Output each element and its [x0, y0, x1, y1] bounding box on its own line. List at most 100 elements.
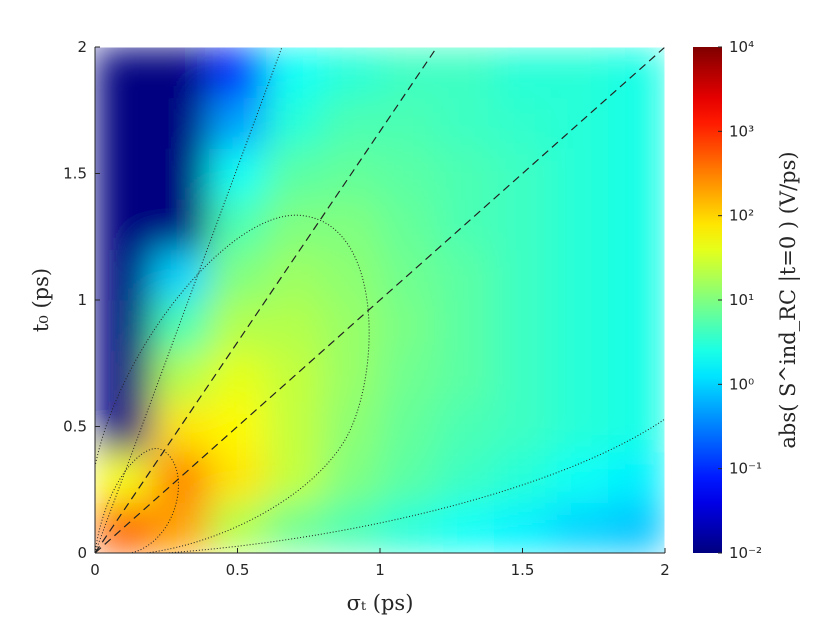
- y-tick-label: 0: [77, 544, 87, 562]
- heat-cell: [380, 300, 438, 352]
- heat-cell: [209, 97, 267, 149]
- dotted-contour: [95, 448, 179, 553]
- heat-cell: [551, 148, 609, 200]
- dashed-line: [95, 47, 438, 553]
- x-tick-label: 1.5: [511, 561, 535, 579]
- heat-cell: [494, 350, 552, 402]
- heat-cell: [95, 401, 153, 453]
- heat-cell: [266, 148, 324, 200]
- heat-cell: [209, 198, 267, 250]
- heat-cell: [266, 47, 324, 99]
- heat-cell: [266, 502, 324, 553]
- colorbar-tick-label: 10⁰: [729, 375, 754, 393]
- y-tick-label: 1.5: [63, 165, 87, 183]
- heat-cell: [209, 148, 267, 200]
- heat-cell: [380, 198, 438, 250]
- heat-cell: [323, 249, 381, 301]
- heat-cell: [380, 401, 438, 453]
- heat-cell: [608, 451, 665, 503]
- heat-cell: [152, 97, 210, 149]
- heat-cell: [209, 401, 267, 453]
- heat-cell: [95, 350, 153, 402]
- heat-cell: [380, 97, 438, 149]
- colorbar-tick-label: 10²: [729, 207, 754, 225]
- heat-cell: [152, 300, 210, 352]
- heat-cell: [551, 350, 609, 402]
- heatmap: [95, 47, 665, 553]
- heat-cell: [608, 198, 665, 250]
- heat-cell: [380, 350, 438, 402]
- heat-cell: [266, 451, 324, 503]
- heat-cell: [152, 249, 210, 301]
- heat-cell: [152, 47, 210, 99]
- colorbar-tick-label: 10⁴: [729, 38, 754, 56]
- heat-cell: [437, 47, 495, 99]
- plot-area: [95, 47, 665, 553]
- y-axis-label: t₀ (ps): [29, 268, 53, 332]
- heat-cell: [266, 300, 324, 352]
- heat-cell: [266, 97, 324, 149]
- heat-cell: [551, 97, 609, 149]
- heat-cell: [608, 148, 665, 200]
- colorbar-tick-label: 10⁻²: [729, 544, 762, 562]
- heat-cell: [437, 401, 495, 453]
- heat-cell: [551, 47, 609, 99]
- heat-cell: [437, 148, 495, 200]
- heat-cell: [95, 451, 153, 503]
- heat-cell: [209, 502, 267, 553]
- heat-cell: [551, 401, 609, 453]
- heat-cell: [266, 198, 324, 250]
- heat-cell: [437, 502, 495, 553]
- dotted-contour: [95, 214, 370, 553]
- y-tick-label: 0.5: [63, 418, 87, 436]
- heat-cell: [152, 451, 210, 503]
- heat-cell: [323, 350, 381, 402]
- y-tick-label: 2: [77, 38, 87, 56]
- heat-cell: [380, 47, 438, 99]
- heat-cell: [437, 249, 495, 301]
- heat-cell: [551, 451, 609, 503]
- heat-cell: [152, 401, 210, 453]
- heat-cell: [494, 249, 552, 301]
- heat-cell: [95, 47, 153, 99]
- colorbar-tick-label: 10¹: [729, 291, 754, 309]
- heat-cell: [551, 249, 609, 301]
- heat-cell: [152, 502, 210, 553]
- heat-cell: [323, 502, 381, 553]
- heat-cell: [608, 300, 665, 352]
- heat-cell: [608, 47, 665, 99]
- heat-cell: [152, 148, 210, 200]
- heat-cell: [437, 350, 495, 402]
- dashed-line: [95, 47, 665, 553]
- colorbar-tick-label: 10³: [729, 122, 754, 140]
- heat-cell: [494, 502, 552, 553]
- heat-cell: [608, 97, 665, 149]
- x-tick-label: 0.5: [226, 561, 250, 579]
- heat-cell: [608, 249, 665, 301]
- heat-cell: [551, 300, 609, 352]
- heat-cell: [380, 451, 438, 503]
- heat-cell: [551, 502, 609, 553]
- heat-cell: [266, 401, 324, 453]
- heat-cell: [437, 300, 495, 352]
- heat-cell: [95, 249, 153, 301]
- heat-cell: [380, 148, 438, 200]
- heat-cell: [494, 401, 552, 453]
- heat-cell: [209, 451, 267, 503]
- heat-cell: [95, 198, 153, 250]
- heat-cell: [437, 451, 495, 503]
- heat-cell: [608, 502, 665, 553]
- heat-cell: [494, 97, 552, 149]
- heat-cell: [152, 350, 210, 402]
- x-tick-label: 0: [90, 561, 100, 579]
- heat-cell: [323, 47, 381, 99]
- colorbar-tick-label: 10⁻¹: [729, 460, 762, 478]
- heat-cell: [380, 502, 438, 553]
- heat-cell: [323, 198, 381, 250]
- heat-cell: [209, 350, 267, 402]
- x-tick-label: 2: [660, 561, 670, 579]
- heat-cell: [323, 451, 381, 503]
- heat-cell: [152, 198, 210, 250]
- overlay-curves: [95, 47, 665, 553]
